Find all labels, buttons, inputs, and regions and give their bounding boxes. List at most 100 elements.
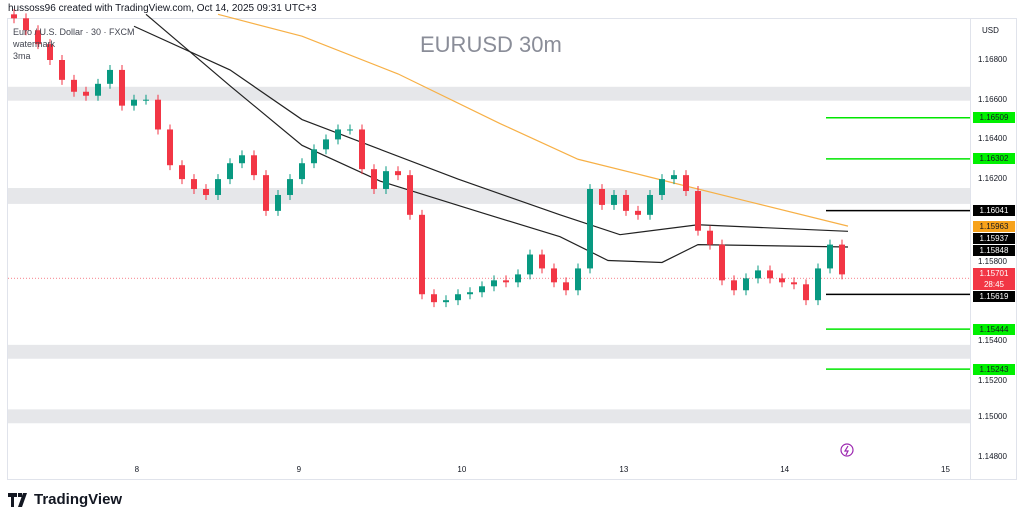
candle-body bbox=[347, 129, 353, 131]
candle-body bbox=[791, 282, 797, 285]
indicator-label-watermark[interactable]: watermark bbox=[13, 39, 56, 49]
candle-body bbox=[359, 129, 365, 170]
price-tick-label: 1.16200 bbox=[978, 174, 1007, 184]
candle-body bbox=[83, 91, 89, 96]
tradingview-logo[interactable]: TradingView bbox=[8, 491, 122, 508]
candle-body bbox=[539, 254, 545, 269]
price-tick-label: 1.16600 bbox=[978, 94, 1007, 104]
candle-body bbox=[563, 282, 569, 291]
moving-average-line bbox=[133, 25, 849, 236]
candle-body bbox=[647, 194, 653, 215]
candle-body bbox=[215, 179, 221, 195]
candle-body bbox=[587, 189, 593, 269]
price-tick-label: 1.14800 bbox=[978, 452, 1007, 461]
currency-label[interactable]: USD bbox=[982, 26, 999, 35]
candle-body bbox=[671, 175, 677, 180]
level-price-tag: 1.16509 bbox=[973, 112, 1015, 124]
sr-zone bbox=[8, 409, 970, 424]
candle-body bbox=[803, 284, 809, 301]
candle-body bbox=[11, 14, 17, 19]
candle-body bbox=[743, 278, 749, 291]
candle-body bbox=[287, 179, 293, 195]
candle-body bbox=[731, 280, 737, 291]
candle-body bbox=[503, 280, 509, 283]
candle-body bbox=[23, 18, 29, 31]
candle-body bbox=[239, 155, 245, 164]
last-price-countdown: 28:45 bbox=[983, 279, 1005, 289]
indicator-label-3ma[interactable]: 3ma bbox=[13, 51, 31, 61]
tradingview-logo-icon bbox=[8, 492, 27, 507]
candle-body bbox=[575, 268, 581, 291]
candle-body bbox=[707, 230, 713, 245]
candle-body bbox=[35, 30, 41, 45]
candle-body bbox=[527, 254, 533, 275]
price-tick-label: 1.16800 bbox=[978, 55, 1007, 64]
date-tick-label: 14 bbox=[780, 465, 790, 474]
moving-average-line bbox=[217, 13, 849, 227]
symbol-label[interactable]: Euro / U.S. Dollar · 30 · FXCM bbox=[13, 27, 135, 37]
date-tick-label: 8 bbox=[134, 465, 140, 474]
candle-body bbox=[467, 292, 473, 295]
ma-price-tag: 1.15937 bbox=[973, 232, 1015, 244]
last-price-tag: 1.15701 28:45 bbox=[973, 267, 1015, 290]
price-axis-divider bbox=[970, 18, 971, 480]
lightning-bolt-icon bbox=[843, 445, 849, 456]
candle-body bbox=[659, 179, 665, 195]
candle-body bbox=[419, 214, 425, 295]
candle-body bbox=[71, 79, 77, 92]
level-price-tag: 1.16302 bbox=[973, 153, 1015, 165]
candle-body bbox=[383, 171, 389, 190]
price-tick-label: 1.16400 bbox=[978, 134, 1007, 144]
candle-body bbox=[179, 165, 185, 180]
chart-legend: Euro / U.S. Dollar · 30 · FXCM watermark… bbox=[13, 26, 135, 62]
sr-zone bbox=[8, 344, 970, 359]
candle-body bbox=[107, 69, 113, 84]
candle-body bbox=[815, 268, 821, 301]
moving-average-line bbox=[145, 13, 849, 264]
ma-price-tag: 1.15848 bbox=[973, 244, 1015, 256]
candle-body bbox=[683, 175, 689, 192]
candle-body bbox=[695, 191, 701, 231]
sr-zone bbox=[8, 86, 970, 101]
candle-body bbox=[455, 294, 461, 301]
candle-body bbox=[299, 163, 305, 180]
candle-body bbox=[827, 244, 833, 269]
sr-zone bbox=[8, 188, 970, 204]
candle-body bbox=[599, 189, 605, 205]
price-tick-label: 1.15400 bbox=[978, 335, 1007, 345]
candle-body bbox=[47, 44, 53, 60]
date-tick-label: 9 bbox=[296, 465, 302, 474]
candle-body bbox=[335, 129, 341, 140]
last-price-label: 1.15701 bbox=[979, 268, 1009, 278]
candle-body bbox=[623, 194, 629, 211]
candle-body bbox=[59, 60, 65, 80]
level-price-tag: 1.15619 bbox=[973, 290, 1015, 302]
date-tick-label: 13 bbox=[619, 465, 629, 474]
candle-body bbox=[203, 189, 209, 195]
chart-credit: hussoss96 created with TradingView.com, … bbox=[8, 3, 317, 14]
candle-body bbox=[371, 169, 377, 190]
chart-watermark: EURUSD 30m bbox=[420, 32, 562, 57]
level-price-tag: 1.15444 bbox=[973, 323, 1015, 335]
candle-body bbox=[275, 194, 281, 211]
candle-body bbox=[551, 268, 557, 283]
candle-body bbox=[311, 149, 317, 164]
candle-body bbox=[479, 286, 485, 293]
price-tick-label: 1.15000 bbox=[978, 412, 1007, 422]
level-price-tag: 1.15243 bbox=[973, 363, 1015, 375]
candle-body bbox=[167, 129, 173, 166]
candle-body bbox=[131, 99, 137, 106]
candle-body bbox=[755, 270, 761, 279]
candle-body bbox=[767, 270, 773, 279]
candle-body bbox=[779, 278, 785, 283]
candle-body bbox=[443, 300, 449, 303]
candle-body bbox=[515, 274, 521, 283]
level-price-tag: 1.16041 bbox=[973, 205, 1015, 217]
candle-body bbox=[431, 294, 437, 303]
lightning-icon[interactable] bbox=[840, 443, 854, 457]
candle-body bbox=[227, 163, 233, 180]
candle-body bbox=[323, 139, 329, 150]
date-tick-label: 15 bbox=[941, 465, 950, 474]
price-tick-label: 1.15800 bbox=[978, 256, 1007, 266]
